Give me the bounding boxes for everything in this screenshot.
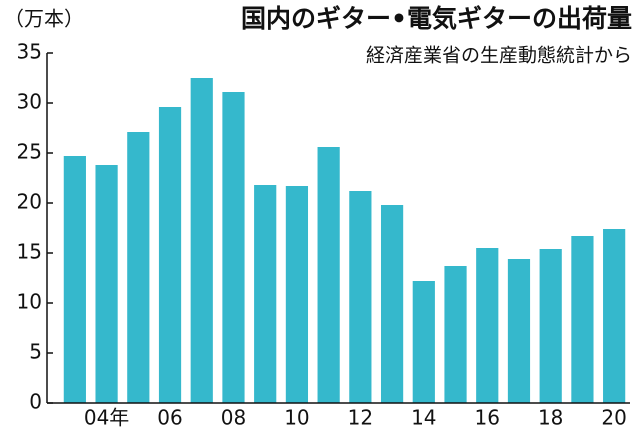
chart-subtitle: 経済産業省の生産動態統計から xyxy=(366,45,632,67)
x-tick-label: 20 xyxy=(601,406,626,430)
bar xyxy=(285,186,309,403)
y-tick-label: 25 xyxy=(17,140,42,164)
bar xyxy=(254,185,277,403)
bar xyxy=(222,92,245,403)
bar xyxy=(95,165,118,403)
y-tick-label: 5 xyxy=(29,340,42,364)
y-tick-label: 0 xyxy=(29,390,42,414)
y-axis-label: （万本） xyxy=(4,7,84,31)
y-tick-label: 15 xyxy=(17,240,42,264)
bar xyxy=(158,107,182,403)
bar xyxy=(476,248,499,403)
bar xyxy=(317,147,340,403)
bar xyxy=(571,236,594,403)
bar xyxy=(380,205,404,403)
x-tick-label: 06 xyxy=(157,406,182,430)
x-tick-label: 16 xyxy=(475,406,500,430)
y-tick-label: 10 xyxy=(17,290,42,314)
bar xyxy=(127,132,150,403)
y-tick-label: 35 xyxy=(17,40,42,64)
x-tick-label: 04年 xyxy=(84,406,129,430)
bar xyxy=(412,281,435,403)
x-tick-label: 08 xyxy=(221,406,246,430)
x-tick-label: 10 xyxy=(284,406,309,430)
x-tick-label: 18 xyxy=(538,406,563,430)
chart-title: 国内のギター•電気ギターの出荷量 xyxy=(241,4,632,33)
bar xyxy=(63,156,86,403)
y-tick-label: 20 xyxy=(17,190,42,214)
x-tick-label: 14 xyxy=(411,406,436,430)
bar xyxy=(444,266,467,403)
y-tick-label: 30 xyxy=(17,90,42,114)
bar xyxy=(539,249,562,403)
bar xyxy=(349,191,372,403)
bar xyxy=(603,229,626,403)
bar xyxy=(190,78,213,403)
bar xyxy=(507,259,531,403)
x-tick-label: 12 xyxy=(348,406,373,430)
